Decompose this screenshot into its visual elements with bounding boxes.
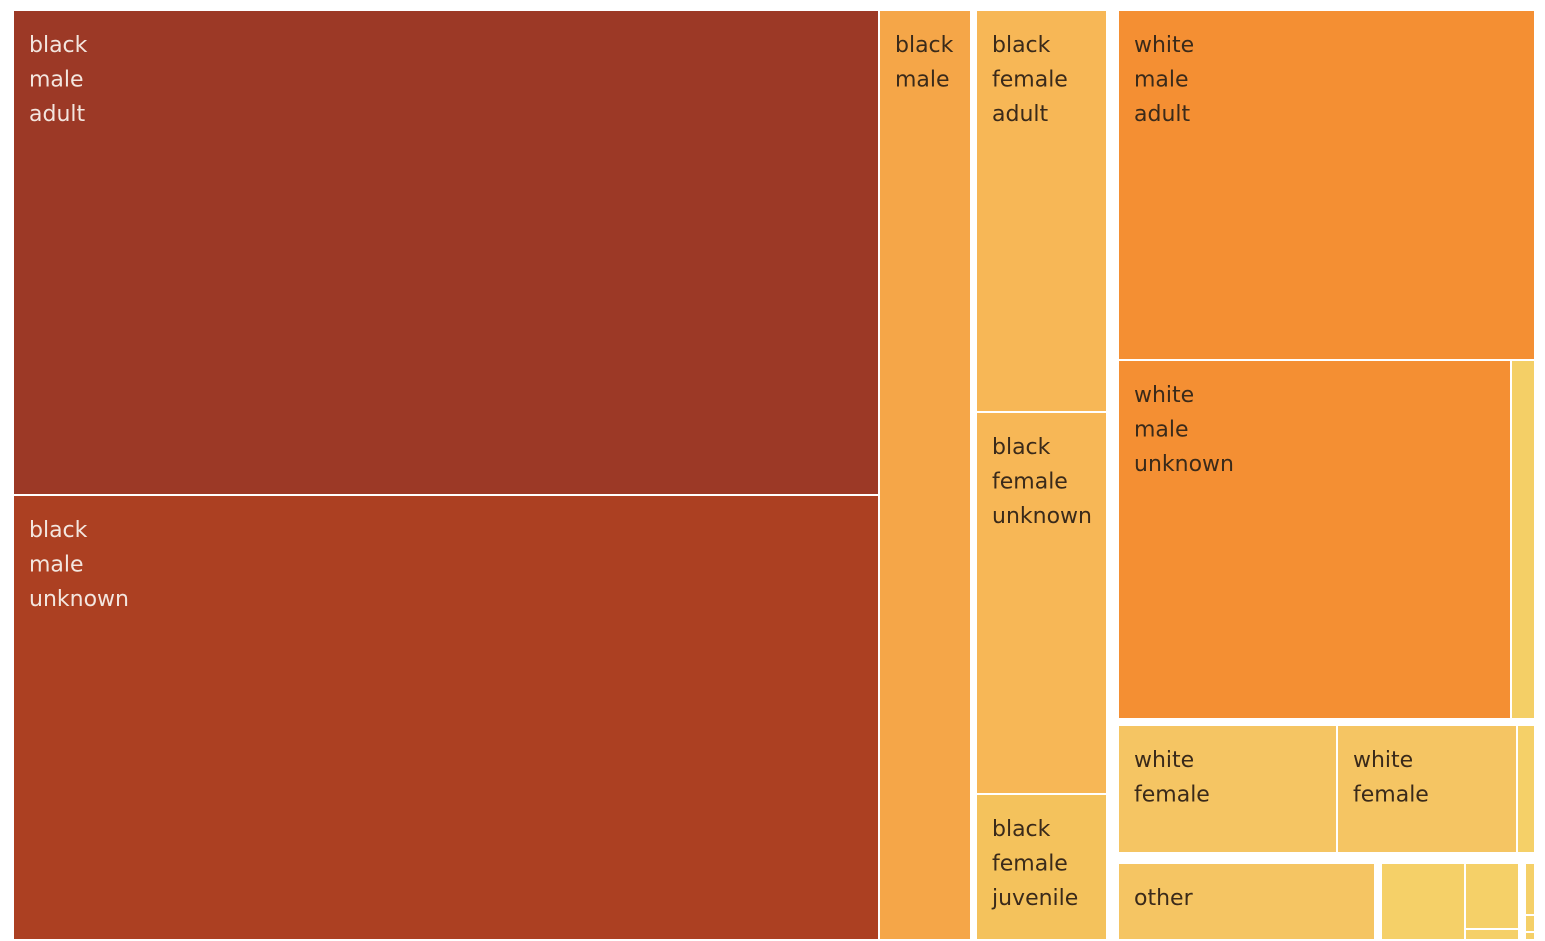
tile-label-white-male-adult-2: adult: [1134, 102, 1191, 127]
tile-label-black-male-unknown-1: male: [29, 553, 84, 578]
tile-small-13[interactable]: [1382, 864, 1464, 939]
tile-black-male-adult[interactable]: [14, 11, 878, 494]
tile-label-white-female-0: white: [1134, 748, 1194, 773]
tile-label-black-female-juvenile-0: black: [992, 817, 1051, 842]
tile-small-11[interactable]: [1518, 726, 1534, 852]
tile-label-black-male-1: male: [895, 68, 950, 93]
tile-label-black-female-adult-2: adult: [992, 102, 1049, 127]
tile-label-white-female-1: female: [1134, 783, 1210, 808]
tile-label-white-male-unknown-2: unknown: [1134, 452, 1234, 477]
tile-label-other-0: other: [1134, 886, 1194, 911]
tile-label-black-male-0: black: [895, 33, 954, 58]
tile-label-black-male-unknown-2: unknown: [29, 587, 129, 612]
tile-black-male[interactable]: [880, 11, 970, 939]
tile-label-black-female-unknown-1: female: [992, 470, 1068, 495]
tile-label-white-male-adult-0: white: [1134, 33, 1194, 58]
tile-label-white-male-unknown-1: male: [1134, 418, 1189, 443]
tile-white-female[interactable]: [1338, 726, 1516, 852]
tile-label-white-male-unknown-0: white: [1134, 383, 1194, 408]
tile-label-white-female-0: white: [1353, 748, 1413, 773]
tile-black-male-unknown[interactable]: [14, 496, 878, 939]
tile-label-black-male-adult-0: black: [29, 33, 88, 58]
tile-small-8[interactable]: [1512, 361, 1534, 718]
tile-small-17[interactable]: [1526, 916, 1534, 931]
tile-label-black-male-unknown-0: black: [29, 518, 88, 543]
tile-label-white-female-1: female: [1353, 783, 1429, 808]
tile-label-black-female-unknown-2: unknown: [992, 504, 1092, 529]
tile-small-14[interactable]: [1466, 864, 1518, 928]
tile-label-black-female-juvenile-1: female: [992, 852, 1068, 877]
tile-black-female-adult[interactable]: [977, 11, 1106, 411]
tile-white-male-unknown[interactable]: [1119, 361, 1510, 718]
tile-label-black-female-juvenile-2: juvenile: [991, 886, 1078, 911]
tile-white-male-adult[interactable]: [1119, 11, 1534, 359]
tile-label-black-female-unknown-0: black: [992, 435, 1051, 460]
tile-black-female-unknown[interactable]: [977, 413, 1106, 793]
tile-label-black-male-adult-1: male: [29, 68, 84, 93]
tile-label-black-female-adult-0: black: [992, 33, 1051, 58]
tile-label-black-male-adult-2: adult: [29, 102, 86, 127]
tile-small-18[interactable]: [1526, 933, 1534, 939]
tile-small-16[interactable]: [1526, 864, 1534, 914]
tile-black-female-juvenile[interactable]: [977, 795, 1106, 939]
tile-other[interactable]: [1119, 864, 1374, 939]
tile-white-female[interactable]: [1119, 726, 1336, 852]
tile-small-15[interactable]: [1466, 930, 1518, 939]
tile-label-black-female-adult-1: female: [992, 68, 1068, 93]
tile-label-white-male-adult-1: male: [1134, 68, 1189, 93]
